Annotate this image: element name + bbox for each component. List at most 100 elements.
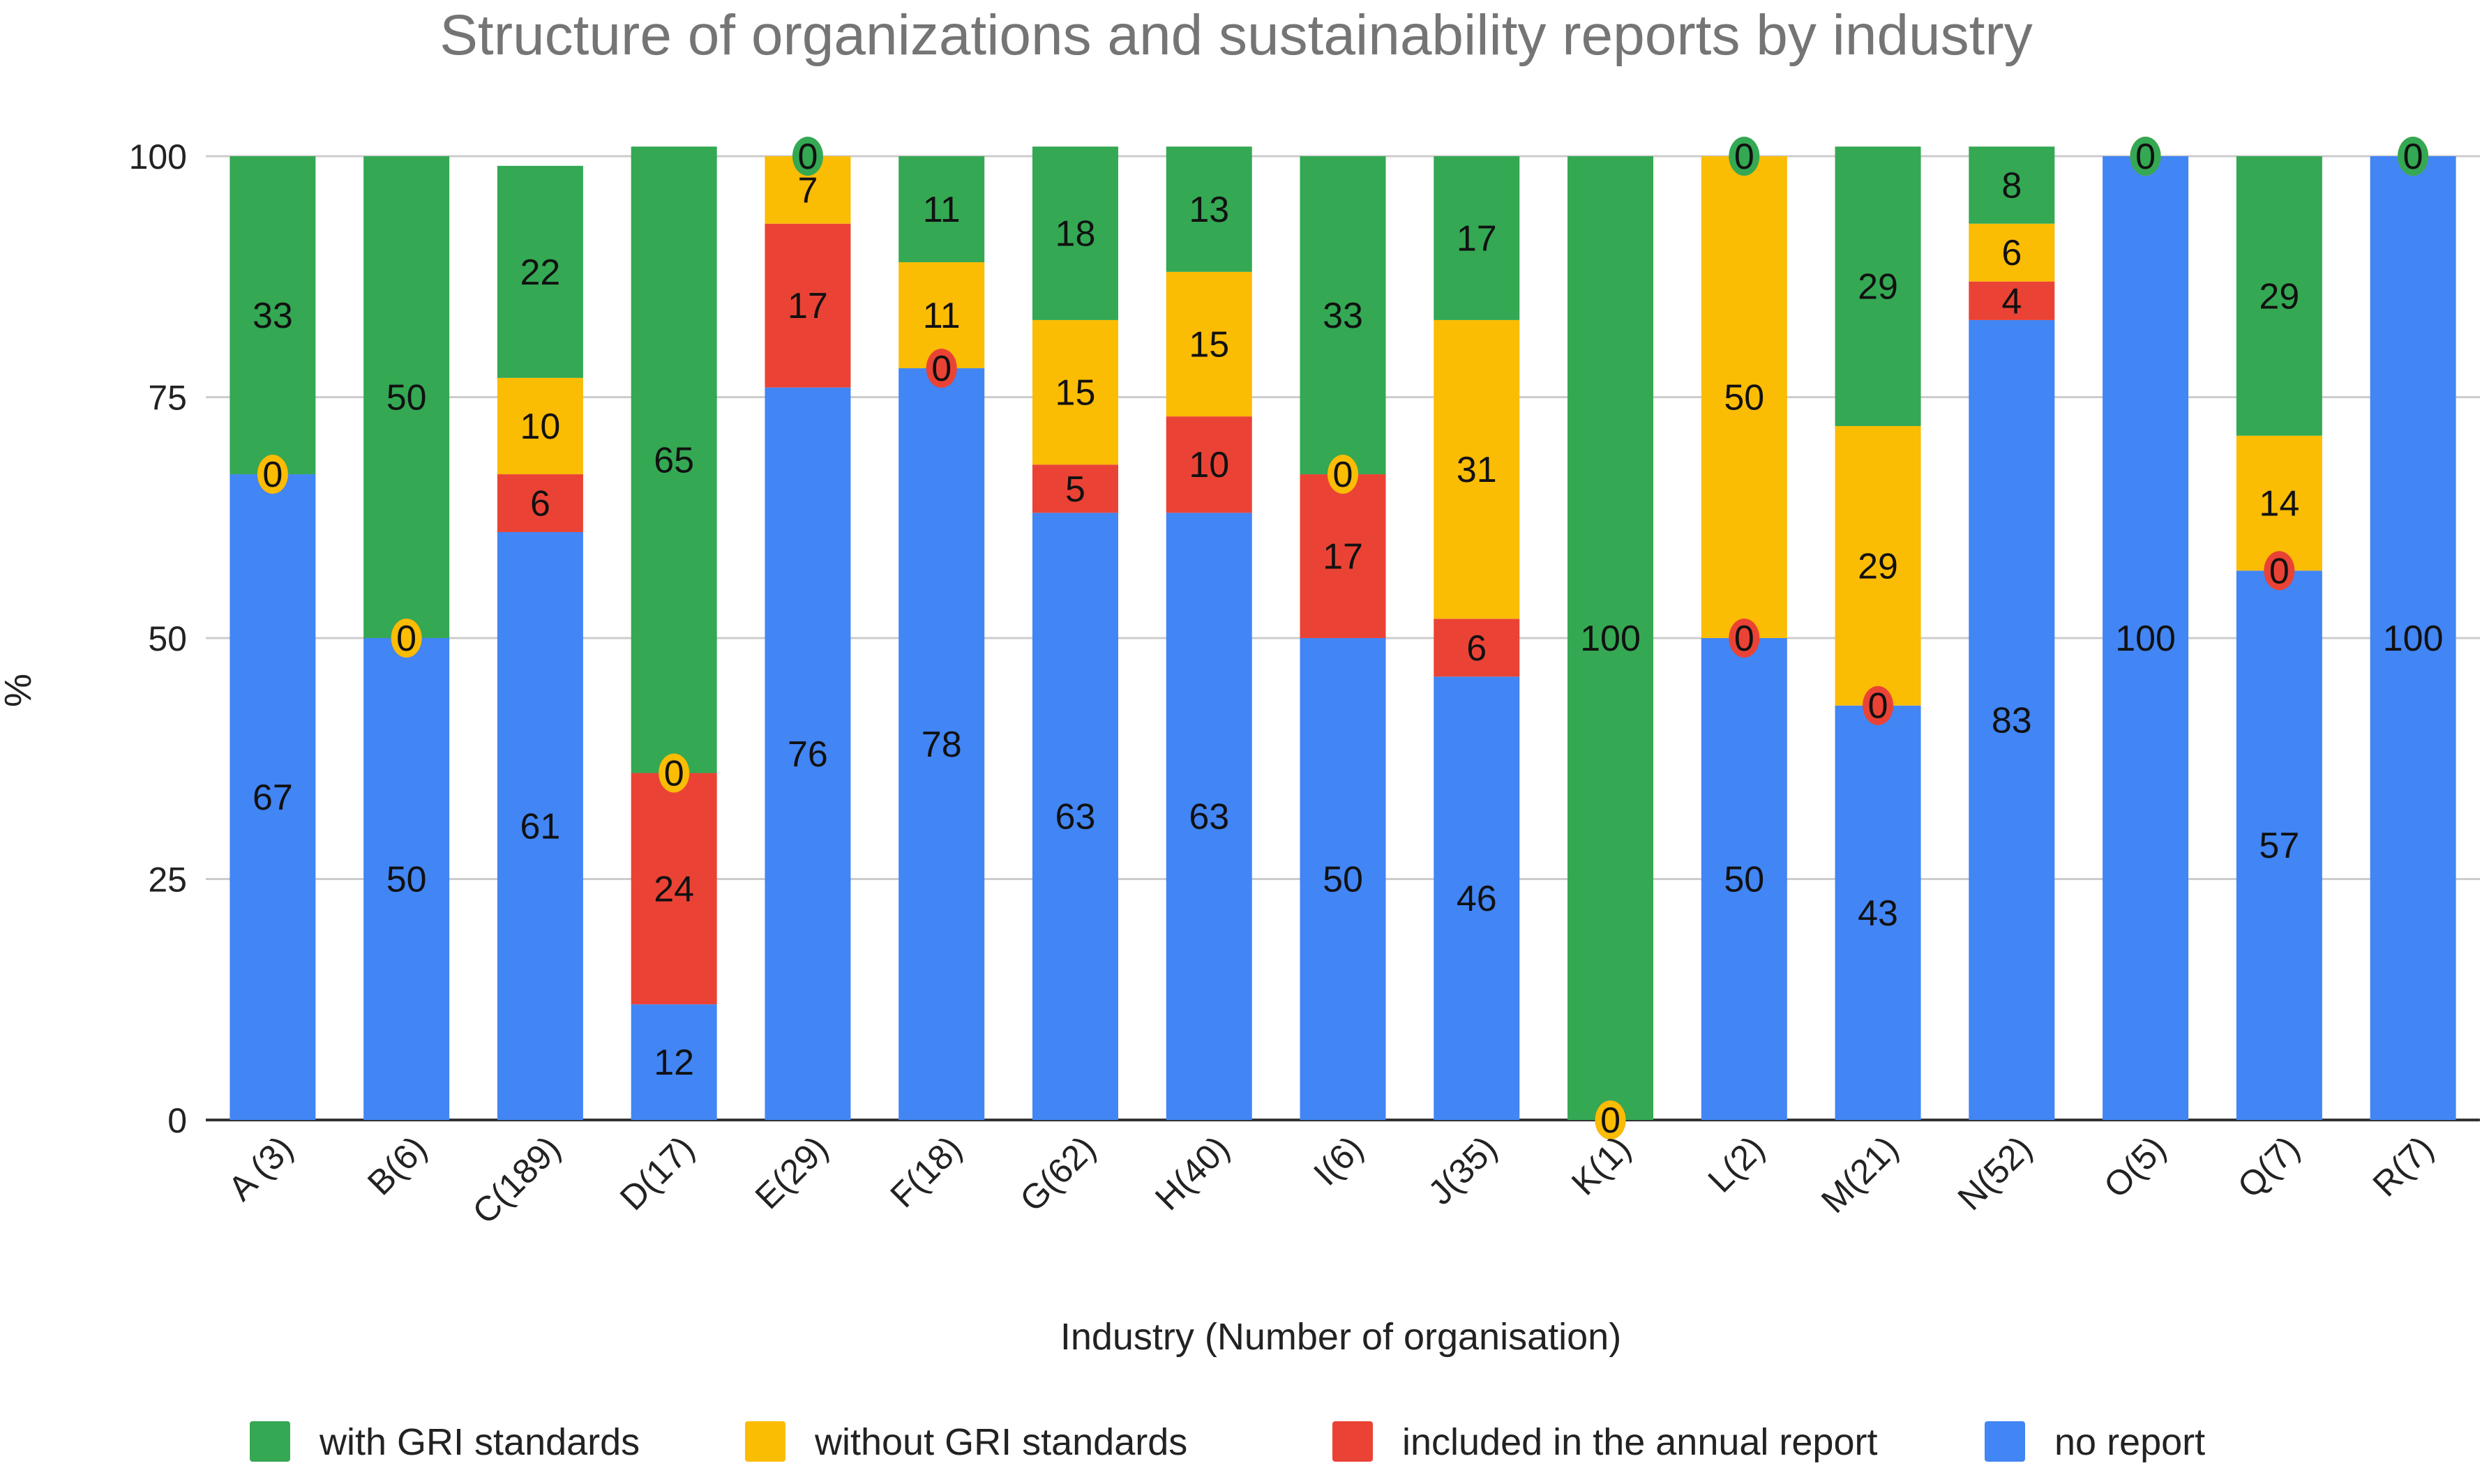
- zero-label-marker: [1863, 686, 1894, 725]
- bar-segment: [1032, 146, 1118, 320]
- data-label: 6: [2001, 233, 2022, 273]
- y-axis-label: %: [0, 674, 39, 707]
- data-label: 10: [1189, 445, 1229, 485]
- data-label: 24: [654, 869, 694, 909]
- bar-segment: [765, 223, 851, 388]
- data-label: 6: [530, 484, 550, 524]
- data-label: 22: [520, 252, 560, 293]
- bar-segment: [230, 474, 316, 1120]
- data-label: 12: [654, 1043, 694, 1083]
- data-label: 50: [1323, 860, 1363, 900]
- data-label: 100: [2115, 619, 2176, 659]
- bar-segment: [1969, 146, 2055, 224]
- data-label: 17: [788, 286, 828, 326]
- zero-label-marker: [391, 619, 422, 658]
- data-label: 31: [1457, 450, 1497, 490]
- data-label: 0: [2269, 551, 2289, 591]
- bar-segment: [1300, 156, 1386, 475]
- data-label: 29: [1858, 267, 1898, 308]
- legend-swatch: [1332, 1421, 1373, 1462]
- data-label: 0: [1333, 455, 1353, 495]
- legend-label: without GRI standards: [814, 1421, 1187, 1463]
- bar-segment: [1166, 513, 1252, 1120]
- data-label: 0: [1734, 137, 1754, 177]
- legend-label: with GRI standards: [319, 1421, 640, 1463]
- bar-segment: [1300, 638, 1386, 1120]
- bar-segment: [363, 638, 450, 1120]
- legend-label: included in the annual report: [1402, 1421, 1878, 1463]
- zero-label-marker: [659, 753, 690, 793]
- bar-segment: [765, 387, 851, 1121]
- zero-label-marker: [257, 455, 288, 494]
- bar-segment: [1434, 619, 1520, 677]
- data-label: 43: [1858, 893, 1898, 934]
- bar-segment: [898, 156, 985, 263]
- data-label: 100: [2383, 619, 2444, 659]
- data-label: 83: [1992, 700, 2032, 741]
- legend-swatch: [1985, 1421, 2025, 1462]
- zero-label-marker: [2264, 551, 2295, 591]
- y-tick-label: 75: [148, 379, 187, 418]
- y-tick-label: 50: [148, 619, 187, 658]
- bar-segment: [497, 531, 583, 1120]
- data-label: 78: [922, 725, 962, 765]
- bar-segment: [898, 368, 985, 1120]
- bars: [230, 146, 2456, 1121]
- data-label: 8: [2001, 165, 2022, 206]
- data-label: 0: [931, 349, 952, 389]
- bar-segment: [631, 1004, 717, 1120]
- data-label: 50: [386, 860, 427, 900]
- y-tick-label: 100: [129, 137, 187, 176]
- data-label: 17: [1323, 537, 1363, 577]
- data-label: 0: [1868, 686, 1888, 727]
- x-axis-label: Industry (Number of organisation): [1060, 1316, 1621, 1358]
- data-label: 0: [2135, 137, 2156, 177]
- bar-segment: [2236, 435, 2322, 571]
- bar-segment: [1567, 156, 1654, 1120]
- bar-segment: [2236, 156, 2322, 436]
- data-label: 33: [253, 296, 293, 336]
- zero-label-marker: [1595, 1100, 1626, 1140]
- data-label: 0: [1734, 619, 1754, 659]
- bar-segment: [1166, 416, 1252, 513]
- data-label: 11: [923, 296, 961, 336]
- data-label: 76: [788, 734, 828, 775]
- data-label: 17: [1457, 218, 1497, 259]
- bar-segment: [1032, 513, 1118, 1120]
- bar-segment: [497, 165, 583, 378]
- data-label: 50: [386, 378, 427, 418]
- data-label: 0: [262, 455, 283, 495]
- bar-segment: [1032, 319, 1118, 465]
- bar-segment: [1835, 425, 1921, 706]
- y-tick-label: 25: [148, 861, 187, 900]
- data-label: 0: [797, 137, 818, 177]
- bar-segment: [1434, 319, 1520, 619]
- data-label: 15: [1055, 373, 1096, 414]
- bar-segment: [2236, 570, 2322, 1120]
- zero-label-marker: [792, 137, 823, 176]
- data-labels: 6700335000506161022122406576177078011116…: [253, 137, 2444, 1141]
- data-label: 14: [2259, 484, 2299, 524]
- legend: with GRI standards without GRI standards i…: [250, 1421, 2205, 1463]
- zero-label-marker: [2398, 137, 2429, 176]
- bar-segment: [2103, 156, 2189, 1120]
- legend-swatch: [250, 1421, 290, 1462]
- bar-segment: [363, 156, 450, 638]
- bar-segment: [1434, 676, 1520, 1120]
- bar-segment: [1166, 271, 1252, 417]
- bar-segment: [1032, 464, 1118, 513]
- bar-segment: [1166, 146, 1252, 272]
- bar-segment: [631, 773, 717, 1005]
- bar-segment: [1434, 156, 1520, 320]
- legend-swatch: [745, 1421, 785, 1462]
- bar-segment: [497, 377, 583, 475]
- chart-title: Structure of organizations and sustainab…: [439, 3, 2033, 67]
- data-label: 61: [520, 806, 560, 847]
- bar-segment: [497, 474, 583, 532]
- y-tick-label: 0: [167, 1101, 187, 1140]
- zero-label-marker: [2130, 137, 2161, 176]
- data-label: 100: [1580, 619, 1641, 659]
- data-label: 18: [1055, 214, 1096, 255]
